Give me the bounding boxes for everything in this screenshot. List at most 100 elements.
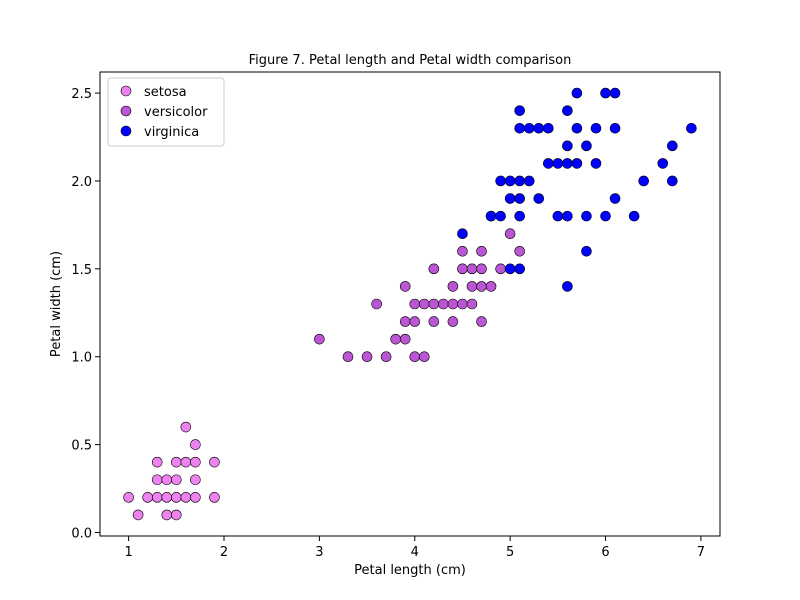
data-point-setosa bbox=[123, 492, 134, 503]
data-point-setosa bbox=[171, 474, 182, 486]
data-point-virginica bbox=[562, 140, 573, 152]
data-point-virginica bbox=[552, 210, 564, 222]
data-point-versicolor bbox=[399, 316, 411, 327]
x-axis-label: Petal length (cm) bbox=[354, 563, 466, 578]
data-point-setosa bbox=[161, 474, 173, 486]
data-point-virginica bbox=[514, 193, 525, 204]
data-point-virginica bbox=[600, 210, 611, 222]
data-point-versicolor bbox=[466, 263, 478, 275]
data-point-versicolor bbox=[495, 263, 506, 275]
series-virginica bbox=[457, 87, 697, 292]
data-point-versicolor bbox=[419, 351, 430, 363]
data-point-setosa bbox=[190, 492, 201, 503]
data-point-virginica bbox=[581, 140, 592, 152]
legend-marker-virginica bbox=[120, 125, 132, 137]
data-point-versicolor bbox=[504, 228, 516, 239]
data-point-versicolor bbox=[409, 316, 421, 327]
data-point-virginica bbox=[562, 158, 573, 169]
data-point-setosa bbox=[180, 456, 192, 468]
y-tick-label: 0.5 bbox=[71, 439, 92, 454]
data-point-versicolor bbox=[466, 298, 478, 310]
data-point-versicolor bbox=[466, 281, 478, 292]
data-point-versicolor bbox=[485, 281, 497, 292]
data-point-setosa bbox=[171, 492, 182, 503]
data-point-virginica bbox=[609, 193, 621, 204]
data-point-versicolor bbox=[371, 298, 382, 310]
data-point-setosa bbox=[171, 456, 182, 468]
plot-area bbox=[99, 71, 721, 537]
data-point-virginica bbox=[457, 228, 468, 239]
series-setosa bbox=[123, 421, 220, 521]
data-point-versicolor bbox=[390, 333, 401, 345]
data-point-versicolor bbox=[476, 281, 487, 292]
data-point-versicolor bbox=[409, 298, 421, 310]
data-point-setosa bbox=[151, 456, 163, 468]
data-point-virginica bbox=[495, 210, 506, 222]
data-point-setosa bbox=[180, 421, 192, 433]
data-point-setosa bbox=[171, 509, 182, 521]
data-point-versicolor bbox=[399, 333, 411, 345]
data-point-setosa bbox=[209, 456, 220, 468]
x-tick-label: 5 bbox=[506, 545, 514, 560]
data-point-versicolor bbox=[342, 351, 354, 363]
legend-box bbox=[107, 77, 225, 147]
x-tick-label: 2 bbox=[220, 545, 228, 560]
data-point-setosa bbox=[161, 492, 173, 503]
data-point-versicolor bbox=[476, 316, 487, 327]
data-point-versicolor bbox=[428, 298, 440, 310]
data-point-setosa bbox=[190, 439, 201, 450]
data-point-setosa bbox=[190, 456, 201, 468]
data-point-virginica bbox=[600, 87, 611, 99]
y-tick-label: 2.0 bbox=[71, 175, 92, 190]
data-point-versicolor bbox=[476, 245, 487, 257]
data-point-virginica bbox=[590, 122, 602, 134]
data-point-versicolor bbox=[419, 298, 430, 310]
data-point-setosa bbox=[132, 509, 144, 521]
data-point-versicolor bbox=[447, 281, 459, 292]
data-point-virginica bbox=[581, 210, 592, 222]
series-versicolor bbox=[314, 210, 525, 363]
data-point-virginica bbox=[495, 175, 506, 187]
data-point-versicolor bbox=[457, 263, 468, 275]
data-point-virginica bbox=[562, 105, 573, 116]
data-point-versicolor bbox=[399, 281, 411, 292]
y-axis: 0.0 0.5 1.0 1.5 2.0 2.5 bbox=[71, 87, 100, 541]
plot-frame bbox=[99, 71, 721, 537]
x-tick-label: 7 bbox=[697, 545, 705, 560]
data-point-virginica bbox=[514, 122, 525, 134]
data-point-virginica bbox=[543, 158, 554, 169]
y-tick-label: 1.5 bbox=[71, 263, 92, 278]
data-point-versicolor bbox=[447, 298, 459, 310]
data-point-virginica bbox=[638, 175, 649, 187]
data-point-versicolor bbox=[476, 263, 487, 275]
data-point-versicolor bbox=[514, 245, 525, 257]
y-tick-label: 0.0 bbox=[71, 526, 92, 541]
data-point-virginica bbox=[523, 122, 535, 134]
data-point-virginica bbox=[562, 210, 573, 222]
data-point-versicolor bbox=[361, 351, 373, 363]
data-point-virginica bbox=[628, 210, 640, 222]
data-point-versicolor bbox=[428, 263, 440, 275]
data-point-versicolor bbox=[457, 298, 468, 310]
legend-marker-setosa bbox=[120, 85, 132, 97]
data-point-versicolor bbox=[428, 316, 440, 327]
data-point-setosa bbox=[142, 492, 153, 503]
data-point-virginica bbox=[609, 87, 621, 99]
y-tick-label: 2.5 bbox=[71, 87, 92, 102]
data-point-versicolor bbox=[438, 298, 449, 310]
data-point-virginica bbox=[543, 122, 554, 134]
data-point-virginica bbox=[552, 158, 564, 169]
y-axis-label: Petal width (cm) bbox=[49, 251, 64, 357]
data-point-virginica bbox=[667, 175, 678, 187]
data-point-virginica bbox=[485, 210, 497, 222]
data-point-versicolor bbox=[457, 245, 468, 257]
data-point-virginica bbox=[504, 193, 516, 204]
data-point-virginica bbox=[514, 105, 525, 116]
data-point-setosa bbox=[151, 492, 163, 503]
data-point-virginica bbox=[504, 263, 516, 275]
data-point-setosa bbox=[151, 474, 163, 486]
data-point-versicolor bbox=[447, 316, 459, 327]
data-point-virginica bbox=[562, 281, 573, 292]
legend: setosa versicolor virginica bbox=[107, 77, 225, 147]
